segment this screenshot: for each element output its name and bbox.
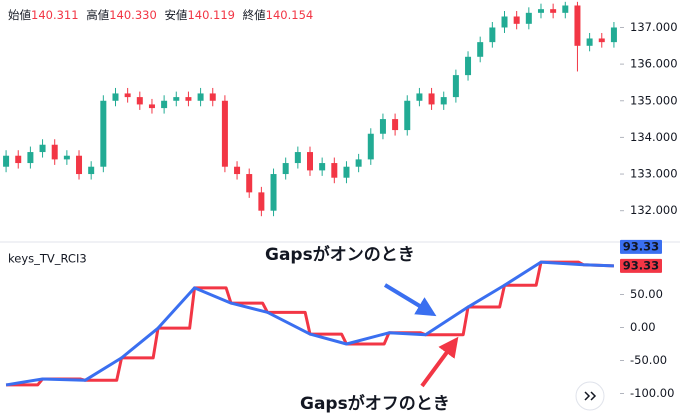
candle-body — [428, 93, 435, 105]
candle-body — [3, 155, 10, 167]
y-tick-label: 135.000 — [630, 93, 678, 107]
candle-body — [124, 93, 131, 98]
candle-body — [562, 5, 569, 13]
candle-body — [27, 152, 34, 164]
candle-body — [440, 97, 447, 105]
last-value-badge — [620, 258, 662, 273]
candle-body — [525, 12, 532, 24]
y-tick-label: -50.00 — [630, 353, 667, 367]
candle-body — [100, 100, 107, 167]
annotation-arrow — [420, 336, 459, 388]
candle-body — [489, 27, 496, 43]
candle-body — [161, 100, 168, 109]
candle-body — [282, 163, 289, 175]
annotation: Gapsがオフのとき — [300, 393, 450, 414]
candle-body — [537, 9, 544, 13]
candle-body — [173, 97, 180, 101]
candle-body — [598, 38, 605, 43]
candle-body — [343, 166, 350, 178]
candle-body — [355, 159, 362, 167]
candle-body — [51, 144, 58, 160]
candle-body — [270, 174, 277, 211]
candle-body — [63, 155, 70, 160]
y-tick-label: 136.000 — [630, 57, 678, 71]
candle-body — [246, 174, 253, 193]
candle-body — [319, 163, 326, 171]
candle-body — [221, 100, 228, 167]
y-tick-label: 134.000 — [630, 130, 678, 144]
candle-body — [392, 119, 399, 131]
candle-body — [258, 192, 265, 211]
indicator-name: keys_TV_RCI3 — [8, 252, 87, 266]
scroll-button[interactable] — [575, 381, 605, 411]
candle-body — [477, 42, 484, 57]
candle-body — [209, 93, 216, 101]
candle-body — [465, 56, 472, 76]
candle-body — [379, 119, 386, 134]
annotation-arrow — [383, 283, 437, 317]
candle-body — [88, 166, 95, 175]
y-tick-label: -100.00 — [630, 386, 674, 400]
candle-body — [197, 93, 204, 101]
y-tick-label: 132.000 — [630, 203, 678, 217]
annotation: Gapsがオンのとき — [265, 244, 415, 265]
candle-body — [112, 93, 119, 101]
candle-body — [185, 97, 192, 101]
y-tick-label: 0.00 — [630, 320, 656, 334]
candle-body — [294, 152, 301, 164]
y-tick-label: 50.00 — [630, 287, 663, 301]
candle-body — [574, 5, 581, 46]
candle-body — [550, 9, 557, 13]
candle-body — [15, 155, 22, 164]
last-value-badge — [620, 239, 662, 254]
candle-body — [39, 144, 46, 153]
candle-body — [501, 16, 508, 28]
y-tick-label: 137.000 — [630, 20, 678, 34]
candle-body — [452, 75, 459, 98]
last-value-label: 93.33 — [623, 239, 659, 253]
candle-body — [234, 166, 241, 175]
candle-body — [416, 93, 423, 101]
last-value-label: 93.33 — [623, 258, 659, 272]
rci-line — [5, 260, 614, 387]
candle-body — [404, 100, 411, 131]
candle-body — [148, 104, 155, 109]
rci-line — [6, 260, 614, 387]
y-tick-label: 133.000 — [630, 167, 678, 181]
candle-body — [136, 97, 143, 105]
ohlc-header: 始値140.311 高値140.330 安値140.119 終値140.154 — [8, 8, 313, 22]
candle-body — [331, 163, 338, 178]
candle-body — [513, 16, 520, 24]
candle-body — [307, 152, 313, 171]
candle-body — [610, 27, 617, 43]
candle-body — [76, 155, 83, 175]
candle-body — [367, 133, 374, 160]
candle-body — [586, 38, 593, 46]
